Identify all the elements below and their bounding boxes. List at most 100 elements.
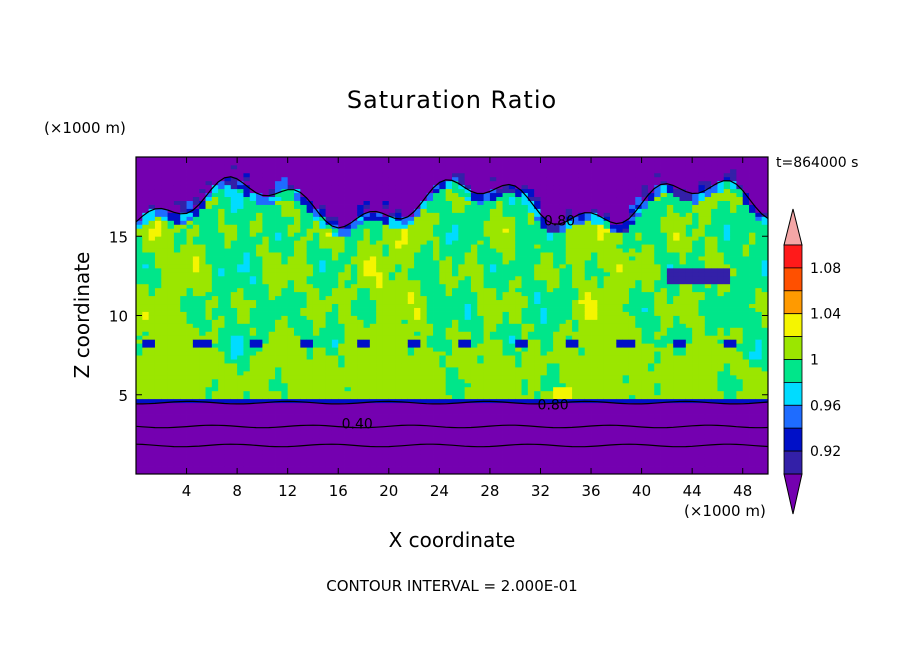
heatmap-cell: [237, 232, 244, 237]
heatmap-cell: [338, 172, 345, 178]
heatmap-cell: [237, 343, 244, 348]
heatmap-cell: [167, 450, 175, 455]
heatmap-cell: [300, 402, 308, 408]
heatmap-cell: [338, 414, 345, 419]
heatmap-cell: [154, 291, 162, 297]
heatmap-cell: [452, 232, 459, 237]
heatmap-cell: [180, 164, 187, 170]
heatmap-cell: [281, 370, 289, 376]
heatmap-cell: [445, 168, 453, 174]
heatmap-cell: [420, 236, 428, 241]
heatmap-cell: [306, 157, 314, 162]
heatmap-cell: [173, 454, 181, 459]
heatmap-cell: [148, 390, 156, 396]
heatmap-cell: [230, 220, 238, 225]
heatmap-cell: [477, 157, 484, 162]
heatmap-cell: [496, 363, 503, 368]
heatmap-cell: [161, 228, 168, 233]
heatmap-cell: [205, 172, 213, 178]
heatmap-cell: [243, 466, 251, 471]
heatmap-cell: [161, 188, 168, 194]
heatmap-cell: [142, 319, 150, 324]
heatmap-cell: [319, 236, 326, 241]
heatmap-cell: [420, 311, 428, 316]
heatmap-cell: [470, 430, 478, 435]
heatmap-cell: [205, 236, 213, 241]
heatmap-cell: [148, 323, 156, 328]
heatmap-cell: [180, 398, 187, 404]
heatmap-cell: [294, 374, 301, 380]
heatmap-cell: [243, 160, 251, 166]
heatmap-cell: [338, 307, 345, 312]
heatmap-cell: [508, 323, 516, 328]
heatmap-cell: [281, 271, 289, 277]
heatmap-cell: [496, 279, 503, 285]
heatmap-cell: [496, 275, 503, 281]
heatmap-cell: [230, 224, 238, 229]
heatmap-cell: [414, 315, 421, 320]
heatmap-cell: [508, 446, 516, 451]
heatmap-cell: [218, 271, 225, 277]
heatmap-cell: [192, 267, 200, 273]
heatmap-cell: [521, 168, 529, 174]
heatmap-cell: [287, 212, 295, 217]
heatmap-cell: [407, 172, 415, 178]
heatmap-cell: [199, 331, 206, 336]
heatmap-cell: [508, 434, 516, 439]
heatmap-cell: [357, 180, 364, 186]
heatmap-cell: [350, 446, 358, 451]
heatmap-cell: [319, 422, 326, 427]
heatmap-cell: [325, 367, 333, 372]
heatmap-cell: [230, 335, 238, 340]
heatmap-cell: [300, 295, 308, 301]
heatmap-cell: [496, 260, 503, 265]
heatmap-cell: [382, 200, 390, 205]
heatmap-cell: [489, 450, 497, 455]
heatmap-cell: [142, 260, 150, 265]
heatmap-cell: [173, 184, 181, 190]
heatmap-cell: [338, 291, 345, 297]
heatmap-cell: [294, 347, 301, 352]
heatmap-cell: [477, 442, 484, 447]
heatmap-cell: [414, 355, 421, 360]
heatmap-cell: [515, 378, 522, 384]
heatmap-cell: [521, 180, 529, 186]
heatmap-cell: [148, 200, 156, 205]
heatmap-cell: [338, 426, 345, 431]
heatmap-cell: [521, 252, 529, 257]
heatmap-cell: [407, 414, 415, 419]
heatmap-cell: [167, 275, 175, 281]
heatmap-cell: [173, 256, 181, 261]
heatmap-cell: [458, 374, 466, 380]
heatmap-cell: [281, 212, 289, 217]
heatmap-cell: [407, 355, 415, 360]
heatmap-cell: [407, 386, 415, 392]
heatmap-cell: [515, 216, 522, 221]
heatmap-cell: [218, 462, 225, 467]
heatmap-cell: [338, 410, 345, 415]
heatmap-cell: [363, 339, 371, 344]
heatmap-cell: [395, 192, 402, 198]
heatmap-cell: [192, 256, 200, 261]
heatmap-cell: [477, 355, 484, 360]
heatmap-cell: [230, 386, 238, 392]
heatmap-cell: [350, 236, 358, 241]
heatmap-cell: [344, 470, 352, 475]
heatmap-cell: [515, 157, 522, 162]
heatmap-cell: [300, 414, 308, 419]
heatmap-cell: [256, 224, 263, 229]
heatmap-cell: [350, 462, 358, 467]
heatmap-cell: [325, 299, 333, 305]
heatmap-cell: [433, 323, 440, 328]
heatmap-cell: [275, 311, 282, 316]
heatmap-cell: [173, 442, 181, 447]
heatmap-cell: [268, 252, 276, 257]
heatmap-cell: [306, 216, 314, 221]
heatmap-cell: [445, 390, 453, 396]
heatmap-cell: [521, 426, 529, 431]
heatmap-cell: [192, 311, 200, 316]
heatmap-cell: [256, 232, 263, 237]
heatmap-cell: [218, 367, 225, 372]
heatmap-cell: [180, 458, 187, 463]
heatmap-cell: [180, 307, 187, 312]
